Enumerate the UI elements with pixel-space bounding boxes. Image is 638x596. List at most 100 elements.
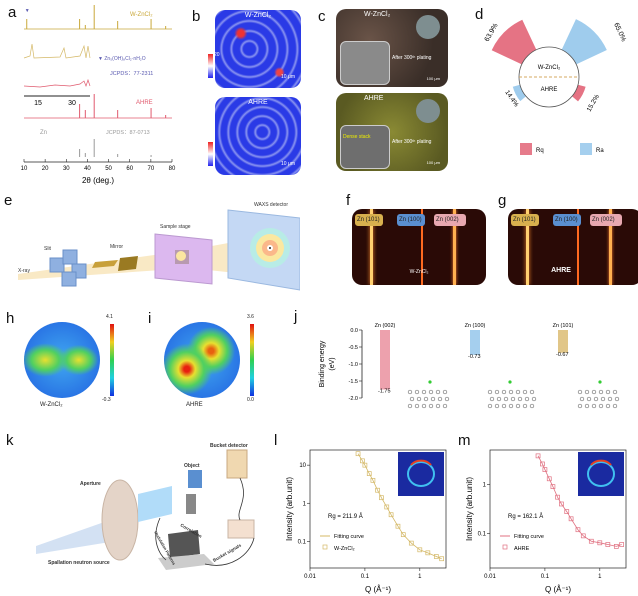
value-label: 65.0%: [612, 22, 627, 43]
zn-atom: [508, 403, 514, 409]
legend-swatch-ra: [580, 143, 592, 155]
photo-inset: [416, 15, 440, 39]
saxs-inset: [578, 452, 624, 496]
zn-atom: [591, 389, 597, 395]
neutron-imaging-diagram: Aperture Object Bucket detector Spallati…: [36, 443, 255, 570]
sem-label-bottom: AHRE: [364, 95, 384, 102]
zn-atom: [487, 403, 493, 409]
inset-tick-label: 15: [34, 100, 42, 107]
cl-atom: [598, 380, 602, 384]
saxs-ring-hot: [590, 459, 612, 466]
object-label: Object: [184, 463, 200, 469]
hydroxide-marker: ▼: [25, 8, 30, 14]
aperture-label: Aperture: [80, 481, 101, 487]
y-tick-label: -2.0: [349, 396, 358, 402]
data-point: [542, 467, 548, 472]
x-tick-label: 1: [418, 574, 422, 580]
tag-zn-100: Zn (100): [553, 214, 581, 226]
zn-atom: [430, 396, 436, 402]
tag-zn-002: Zn (002): [590, 214, 622, 226]
y-axis-title: Intensity (arb.unit): [285, 477, 294, 541]
rg-annotation: Rg = 211.9 Å: [328, 513, 363, 520]
diffraction-ring: [421, 209, 423, 285]
panel-label-a: a: [8, 4, 17, 21]
scalebar-label: 10 μm: [281, 74, 295, 80]
panel-label-b: b: [192, 8, 201, 25]
zn-atom: [494, 403, 500, 409]
zn-atom: [437, 396, 443, 402]
data-point: [580, 533, 586, 539]
zn-atom: [531, 396, 537, 402]
sem-image-w-zncl2: W-ZnCl₂ After 300ᵗʰ plating 100 μm: [336, 9, 448, 87]
colorbar-h-max: 4.1: [106, 314, 113, 320]
category-label: Zn (101): [553, 323, 574, 329]
panel-label-i: i: [148, 310, 152, 327]
diffraction-ring: [526, 209, 529, 285]
mirror-label: Mirror: [110, 244, 123, 250]
data-point: [366, 471, 372, 476]
zn-atom: [444, 396, 450, 402]
bar-zn-100-: [470, 330, 480, 355]
value-label: -1.75: [378, 389, 391, 395]
x-tick-label: 0.01: [304, 574, 316, 580]
value-label: 15.2%: [586, 93, 601, 113]
zn-atom: [586, 396, 592, 402]
sem-label-top: W-ZnCl₂: [364, 11, 391, 18]
cl-atom: [508, 380, 512, 384]
data-point: [613, 544, 619, 549]
zn-atom: [414, 389, 420, 395]
legend-label-rq: Rq: [536, 148, 544, 154]
after-plating-label: After 300ᵗʰ plating: [392, 139, 432, 145]
tag-zn-100: Zn (100): [397, 214, 425, 226]
hydroxide-legend: ▼ Zn₅(OH)₈Cl₂·nH₂O: [98, 56, 146, 62]
zn-jcpds: JCPDS：87-0713: [106, 130, 150, 136]
data-point: [360, 458, 365, 464]
bucket-detector-icon: [226, 449, 248, 479]
zn-atom: [407, 403, 413, 409]
diffraction-ring: [370, 209, 373, 285]
data-point: [425, 550, 431, 556]
detector-label: WAXS detector: [254, 202, 288, 208]
y-tick-label: 0.1: [478, 532, 487, 538]
dense-stack-label: Dense stack: [343, 134, 371, 140]
legend-data-marker: [322, 544, 328, 550]
pole-figure-w-zncl2: [24, 322, 100, 398]
bar-zn-101-: [558, 330, 568, 353]
colorbar-h-min: -0.3: [102, 397, 111, 403]
slit-label: Slit: [44, 246, 52, 252]
pattern-caption: W-ZnCl₂: [409, 269, 429, 275]
fitting-curve: [537, 455, 622, 547]
panel-label-h: h: [6, 310, 15, 327]
after-plating-label: After 300ᵗʰ plating: [392, 55, 432, 61]
category-label: Zn (100): [465, 323, 486, 329]
x-tick-label: 60: [126, 166, 133, 172]
data-point: [540, 461, 545, 467]
category-label: Zn (002): [375, 323, 396, 329]
legend-swatch-rq: [520, 143, 532, 155]
zn-atom: [515, 389, 521, 395]
map-label-top: W-ZnCl₂: [244, 12, 272, 19]
zn-atom: [579, 396, 585, 402]
panel-label-m: m: [458, 432, 471, 449]
pole-figure-ahre: [164, 322, 240, 398]
y-tick-label: 0.1: [298, 539, 307, 545]
x-axis-title: Q (Å⁻¹): [365, 585, 391, 594]
zn-atom: [407, 389, 413, 395]
zn-atom: [428, 389, 434, 395]
colorbar-max: 20: [214, 52, 220, 58]
zn-atom: [591, 403, 597, 409]
slit-icon: [49, 249, 87, 287]
x-tick-label: 30: [63, 166, 70, 172]
sector-ra-w-zncl2: [561, 19, 607, 65]
sem-image-ahre: AHRE Dense stack After 300ᵗʰ plating 100…: [336, 93, 448, 171]
panel-label-g: g: [498, 192, 507, 209]
diffraction-ring: [453, 209, 456, 285]
zn-atom: [423, 396, 429, 402]
aperture-icon: [101, 479, 139, 561]
center-bottom-label: AHRE: [541, 87, 558, 93]
legend-fit-label: Fitting curve: [514, 534, 544, 540]
x-axis-title: Q (Å⁻¹): [545, 585, 571, 594]
saxs-chart-w-zncl2: 0.01 0.1 1 10 1 0.1 Q (Å⁻¹) Intensity (arb.unit…: [285, 449, 447, 594]
legend-label-ra: Ra: [596, 148, 604, 154]
